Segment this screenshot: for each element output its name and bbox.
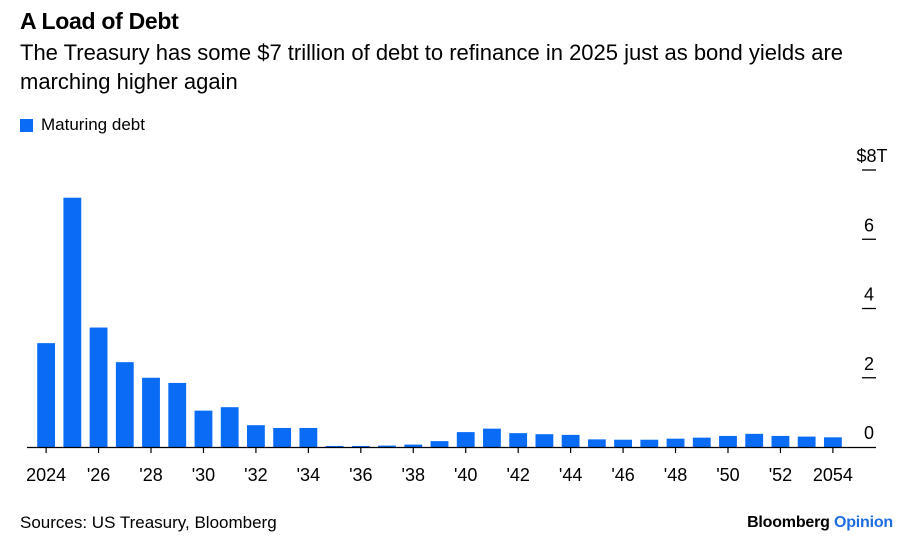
bar-2040 xyxy=(456,432,475,447)
x-tick-label-2042: '42 xyxy=(506,465,529,485)
bar-2033 xyxy=(273,427,292,447)
x-tick-label-2048: '48 xyxy=(664,465,687,485)
x-tick-label-2030: '30 xyxy=(192,465,215,485)
x-tick-label-2054: 2054 xyxy=(813,465,853,485)
bar-2044 xyxy=(561,434,580,447)
bar-2050 xyxy=(719,435,737,447)
legend-label: Maturing debt xyxy=(41,115,145,134)
x-tick-label-2036: '36 xyxy=(349,465,372,485)
y-tick-label-6: 6 xyxy=(864,215,874,235)
brand-primary: Bloomberg xyxy=(747,514,830,531)
bar-2029 xyxy=(168,382,187,447)
x-tick-label-2040: '40 xyxy=(454,465,477,485)
x-tick-label-2028: '28 xyxy=(139,465,162,485)
x-tick-label-2026: '26 xyxy=(87,465,110,485)
bar-2038 xyxy=(404,444,423,447)
bar-2030 xyxy=(194,410,213,447)
bar-2032 xyxy=(247,425,265,447)
bar-2053 xyxy=(797,436,816,447)
y-tick-label-0: 0 xyxy=(864,423,874,443)
y-tick-label-2: 2 xyxy=(864,354,874,374)
bar-2028 xyxy=(142,377,160,447)
brand-secondary: Opinion xyxy=(833,514,893,531)
legend: Maturing debt xyxy=(20,115,145,135)
chart-title: A Load of Debt xyxy=(20,8,179,34)
x-tick-label-2038: '38 xyxy=(402,465,425,485)
bar-2052 xyxy=(771,435,790,447)
bar-2024 xyxy=(37,343,56,448)
x-tick-label-2050: '50 xyxy=(716,465,739,485)
source-note: Sources: US Treasury, Bloomberg xyxy=(20,513,277,532)
bar-2027 xyxy=(115,362,134,447)
x-tick-label-2032: '32 xyxy=(244,465,267,485)
bar-2025 xyxy=(63,197,82,447)
x-tick-label-2034: '34 xyxy=(297,465,320,485)
chart-subtitle: The Treasury has some $7 trillion of deb… xyxy=(20,40,844,94)
bar-2031 xyxy=(220,407,239,447)
bar-2048 xyxy=(666,438,685,447)
bar-2034 xyxy=(299,427,318,447)
bar-2043 xyxy=(535,434,554,447)
legend-swatch xyxy=(20,118,33,132)
x-tick-label-2046: '46 xyxy=(611,465,634,485)
x-tick-label-2024: 2024 xyxy=(26,465,66,485)
bar-2046 xyxy=(614,439,632,447)
bar-2042 xyxy=(509,433,528,447)
bar-2039 xyxy=(430,441,449,447)
bar-2035 xyxy=(325,445,344,447)
y-tick-label-4: 4 xyxy=(864,285,874,305)
bar-2036 xyxy=(351,445,370,447)
x-tick-label-2044: '44 xyxy=(559,465,582,485)
y-tick-label-8: $8T xyxy=(856,146,887,166)
bar-2041 xyxy=(483,428,501,447)
bar-2026 xyxy=(89,327,108,447)
bar-2054 xyxy=(823,437,842,447)
brand-logo: Bloomberg Opinion xyxy=(747,514,893,532)
bar-2047 xyxy=(640,439,659,447)
bar-2037 xyxy=(378,445,396,447)
x-tick-label-2052: '52 xyxy=(769,465,792,485)
bar-2049 xyxy=(692,437,711,447)
bar-2045 xyxy=(587,439,606,447)
bar-2051 xyxy=(745,433,764,447)
